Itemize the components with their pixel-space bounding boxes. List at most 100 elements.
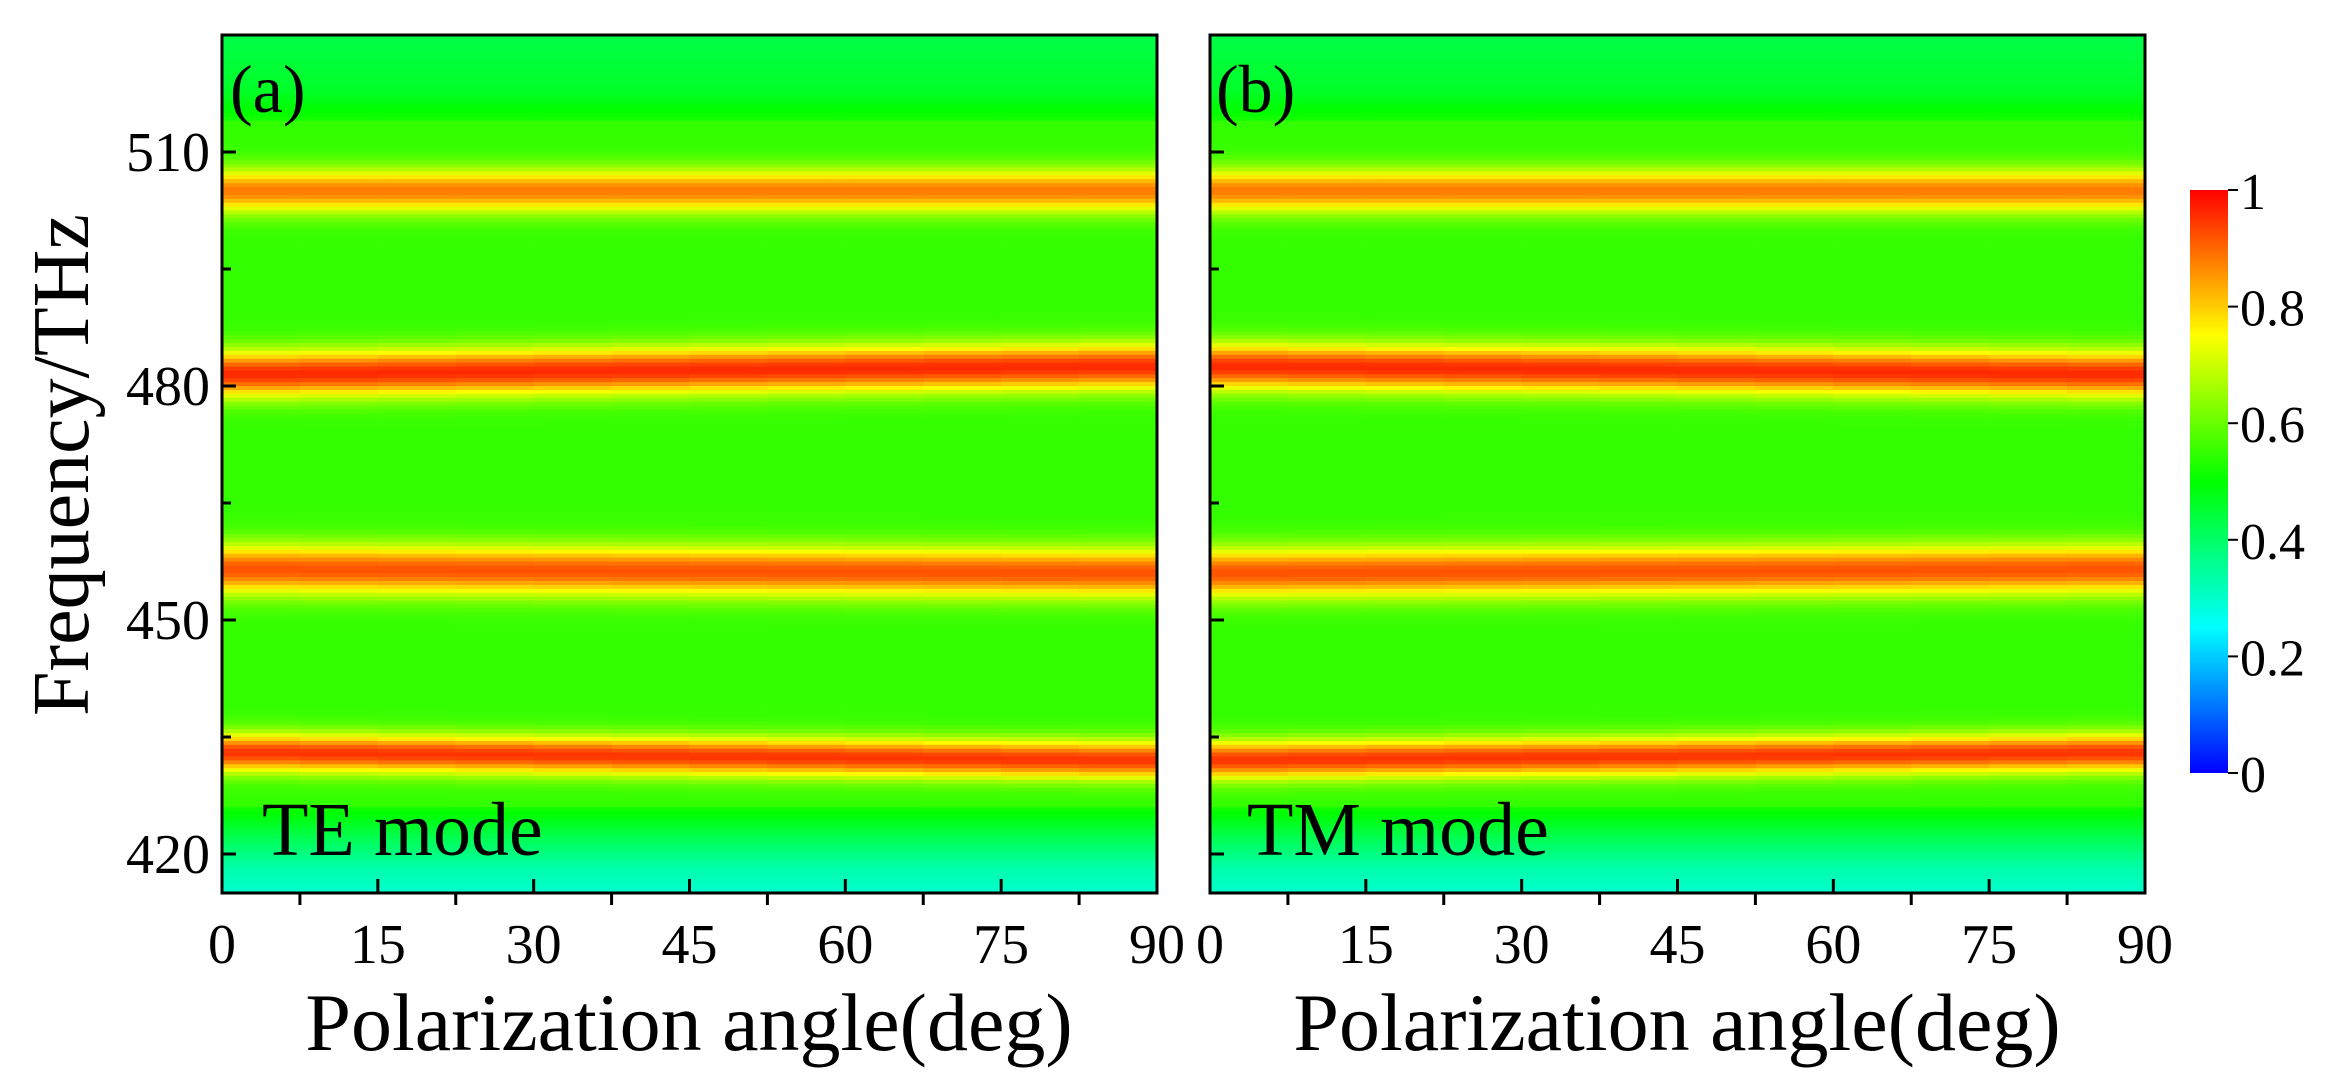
heatmap-cell	[1210, 811, 1289, 816]
heatmap-cell	[1833, 132, 1912, 137]
heatmap-cell	[1599, 159, 1679, 165]
heatmap-cell	[923, 471, 1002, 477]
heatmap-cell	[611, 389, 691, 395]
heatmap-cell	[1833, 557, 1912, 563]
heatmap-cell	[1210, 889, 1289, 893]
heatmap-cell	[1443, 354, 1523, 360]
heatmap-cell	[845, 233, 924, 239]
heatmap-cell	[1911, 436, 1990, 442]
heatmap-cell	[299, 818, 379, 824]
heatmap-cell	[845, 257, 924, 262]
heatmap-cell	[1365, 444, 1445, 449]
heatmap-cell	[1001, 483, 1080, 488]
heatmap-cell	[1001, 799, 1080, 804]
heatmap-cell	[1677, 128, 1757, 134]
heatmap-cell	[845, 77, 924, 83]
heatmap-cell	[1677, 545, 1757, 551]
heatmap-cell	[1599, 807, 1679, 812]
heatmap-cell	[1599, 315, 1679, 321]
x-axis-label-a: Polarization angle(deg)	[305, 977, 1072, 1068]
heatmap-cell	[689, 89, 769, 95]
heatmap-cell	[845, 776, 924, 781]
heatmap-cell	[1079, 877, 1157, 882]
heatmap-cell	[1287, 347, 1367, 352]
heatmap-cell	[1079, 799, 1157, 804]
heatmap-cell	[1001, 428, 1080, 434]
heatmap-cell	[377, 374, 457, 379]
heatmap-cell	[611, 487, 691, 492]
heatmap-cell	[1287, 752, 1367, 758]
heatmap-cell	[1287, 768, 1367, 773]
panel-label-a: (a)	[230, 51, 305, 127]
heatmap-cell	[1210, 46, 1289, 52]
heatmap-cell	[299, 740, 379, 746]
heatmap-cell	[923, 202, 1002, 208]
heatmap-cell	[222, 389, 301, 395]
heatmap-cell	[1521, 311, 1601, 317]
heatmap-cell	[1001, 768, 1080, 773]
heatmap-cell	[1677, 335, 1757, 340]
heatmap-cell	[455, 834, 535, 839]
heatmap-cell	[1365, 292, 1445, 297]
heatmap-cell	[377, 869, 457, 875]
heatmap-cell	[1365, 846, 1445, 851]
heatmap-cell	[1079, 81, 1157, 87]
heatmap-cell	[222, 460, 301, 465]
heatmap-cell	[1443, 179, 1523, 184]
heatmap-cell	[1287, 198, 1367, 204]
heatmap-cell	[611, 66, 691, 71]
heatmap-cell	[1079, 202, 1157, 208]
heatmap-cell	[299, 604, 379, 609]
heatmap-cell	[611, 889, 691, 893]
heatmap-cell	[1521, 120, 1601, 126]
heatmap-cell	[1365, 475, 1445, 481]
heatmap-cell	[533, 327, 613, 332]
heatmap-cell	[689, 889, 769, 893]
heatmap-cell	[1079, 885, 1157, 890]
heatmap-cell	[1079, 89, 1157, 95]
heatmap-cell	[611, 885, 691, 890]
heatmap-cell	[222, 744, 301, 750]
heatmap-cell	[923, 327, 1002, 332]
heatmap-cell	[1521, 631, 1601, 637]
heatmap-cell	[1443, 631, 1523, 637]
heatmap-cell	[1001, 300, 1080, 305]
heatmap-cell	[611, 795, 691, 800]
heatmap-cell	[1989, 179, 2068, 184]
heatmap-cell	[299, 807, 379, 812]
heatmap-cell	[1443, 128, 1523, 134]
heatmap-cell	[923, 838, 1002, 843]
heatmap-cell	[1677, 66, 1757, 71]
heatmap-cell	[767, 230, 846, 235]
heatmap-cell	[1599, 557, 1679, 563]
heatmap-cell	[1365, 538, 1445, 543]
heatmap-cell	[923, 600, 1002, 605]
heatmap-cell	[455, 222, 535, 227]
heatmap-cell	[1989, 280, 2068, 286]
heatmap-cell	[1599, 163, 1679, 169]
heatmap-cell	[1365, 300, 1445, 305]
heatmap-cell	[533, 873, 613, 878]
heatmap-cell	[377, 733, 457, 738]
heatmap-cell	[1833, 249, 1912, 254]
heatmap-cell	[1521, 46, 1601, 52]
heatmap-cell	[1989, 249, 2068, 254]
heatmap-cell	[1079, 834, 1157, 839]
heatmap-cell	[1365, 257, 1445, 262]
heatmap-cell	[1755, 701, 1834, 707]
heatmap-cell	[923, 733, 1002, 738]
heatmap-cell	[923, 861, 1002, 867]
heatmap-cell	[689, 144, 769, 149]
heatmap-cell	[299, 811, 379, 816]
heatmap-cell	[1911, 643, 1990, 648]
heatmap-cell	[1989, 140, 2068, 145]
heatmap-cell	[455, 721, 535, 726]
heatmap-cell	[1079, 417, 1157, 422]
heatmap-cell	[767, 643, 846, 648]
heatmap-cell	[533, 846, 613, 851]
heatmap-cell	[377, 233, 457, 239]
heatmap-cell	[1210, 413, 1289, 418]
heatmap-cell	[1521, 183, 1601, 188]
heatmap-cell	[533, 596, 613, 602]
heatmap-cell	[845, 374, 924, 379]
